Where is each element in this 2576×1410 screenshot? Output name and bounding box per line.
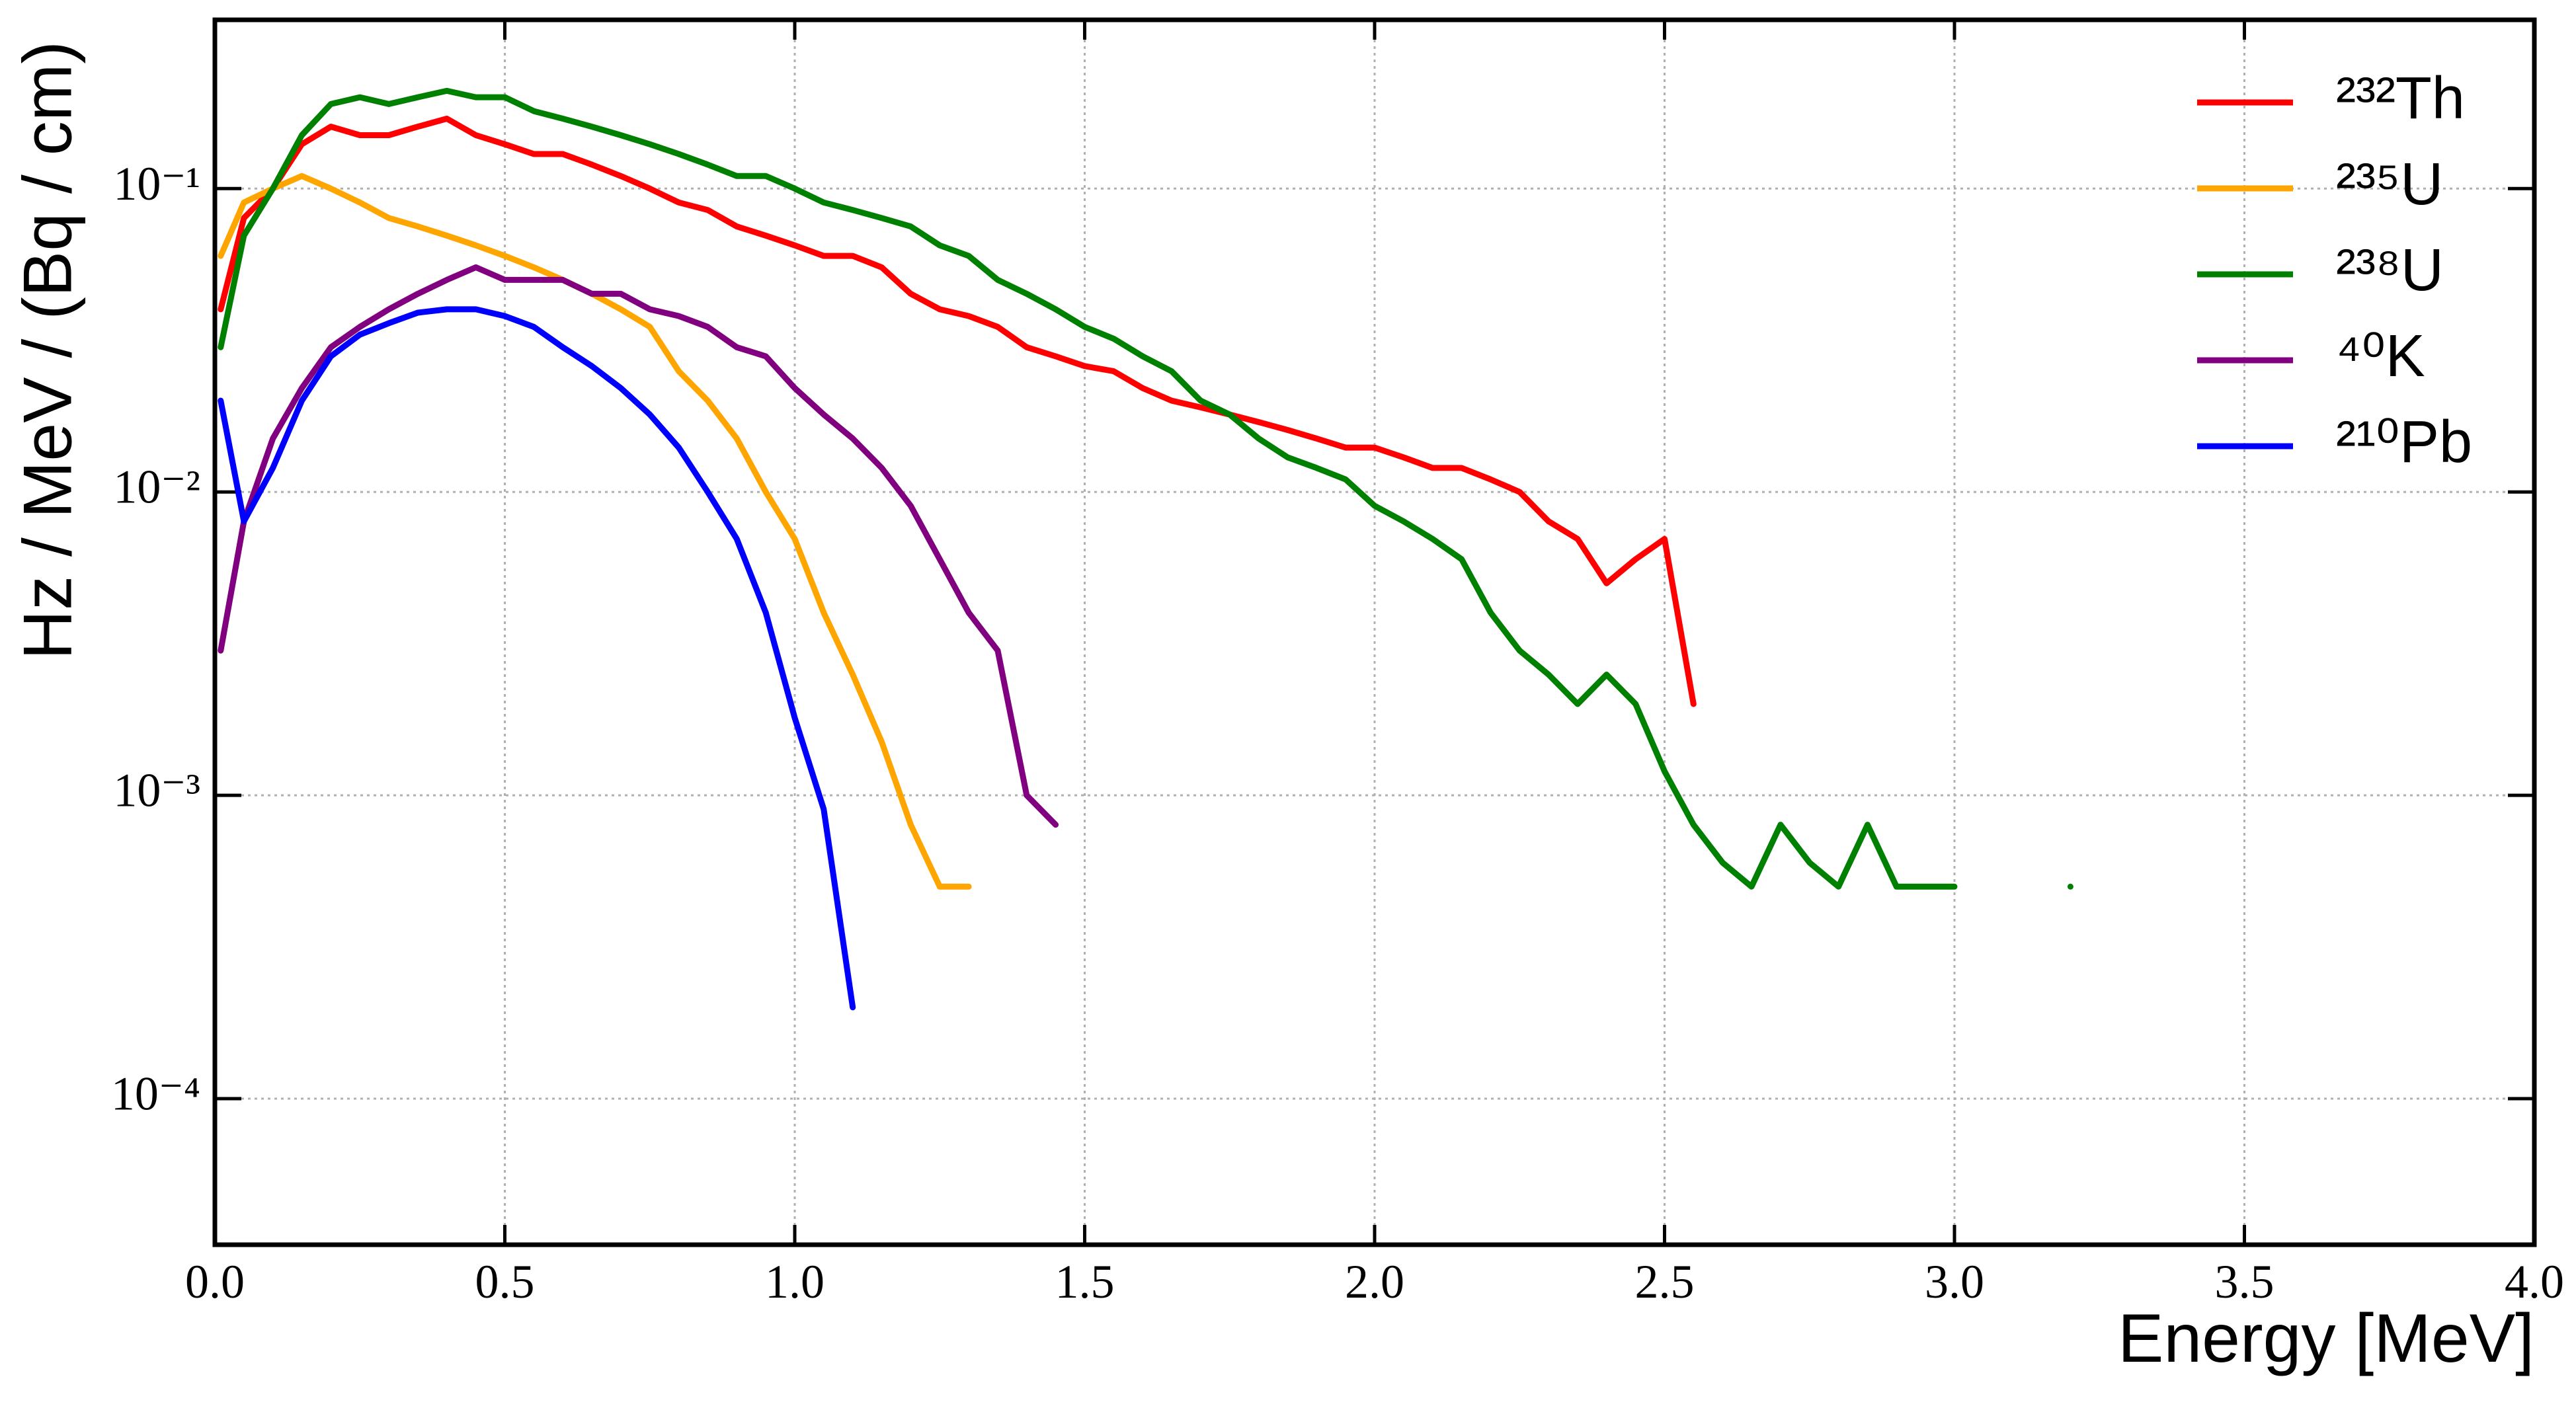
x-tick-label: 2.5	[1635, 1255, 1695, 1308]
x-tick-label: 0.0	[185, 1255, 245, 1308]
y-axis-label: Hz / MeV / (Bq / cm)	[9, 41, 86, 660]
x-axis-label: Energy [MeV]	[2118, 1300, 2534, 1377]
y-tick-label: 10⁻³	[113, 764, 200, 817]
legend-label: ²³⁸U	[2336, 237, 2444, 303]
series-line	[218, 116, 1697, 707]
legend-label: ⁴⁰K	[2336, 323, 2425, 389]
x-tick-label: 1.5	[1055, 1255, 1115, 1308]
series-line	[218, 264, 1059, 828]
x-tick-label: 3.0	[1925, 1255, 1984, 1308]
legend-label: ²³⁵U	[2336, 151, 2443, 217]
y-tick-label: 10⁻²	[113, 461, 200, 514]
x-tick-label: 0.5	[475, 1255, 535, 1308]
series-line	[218, 306, 856, 1011]
legend-label: ²³²Th	[2336, 65, 2465, 132]
series-line	[218, 173, 972, 890]
x-tick-label: 4.0	[2505, 1255, 2564, 1308]
series-line	[218, 87, 2073, 890]
plot-frame	[212, 17, 2537, 1247]
x-tick-label: 3.5	[2215, 1255, 2274, 1308]
y-tick-label: 10⁻⁴	[111, 1068, 200, 1120]
y-tick-label: 10⁻¹	[113, 157, 200, 210]
x-tick-label: 2.0	[1345, 1255, 1404, 1308]
x-tick-label: 1.0	[765, 1255, 825, 1308]
legend-label: ²¹⁰Pb	[2336, 409, 2472, 475]
